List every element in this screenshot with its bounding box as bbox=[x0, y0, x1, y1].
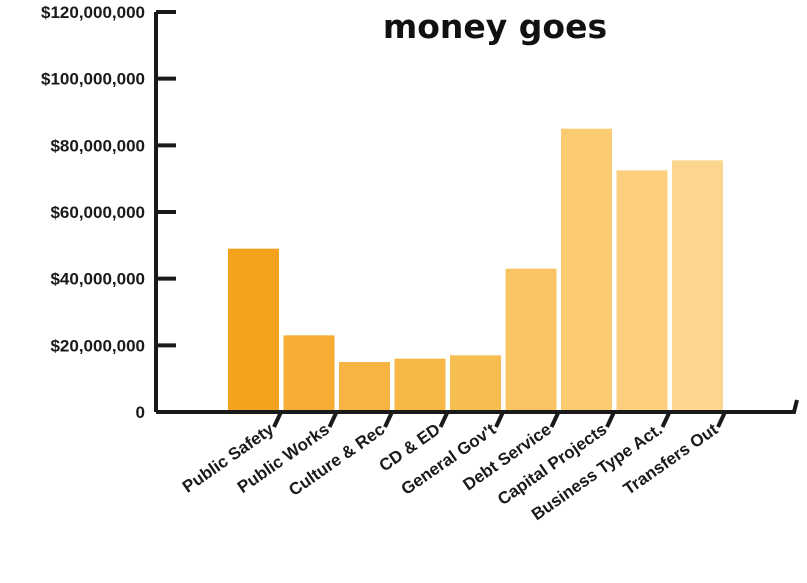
bar bbox=[561, 128, 612, 412]
y-axis: 0 $20,000,000 $40,000,000 $60,000,000 $80,00… bbox=[41, 3, 176, 422]
x-tick bbox=[605, 411, 616, 428]
bar bbox=[283, 335, 335, 412]
x-tick bbox=[383, 411, 394, 428]
y-tick-label: $120,000,000 bbox=[41, 3, 145, 22]
y-tick-label: $60,000,000 bbox=[50, 203, 145, 222]
x-tick bbox=[327, 411, 339, 428]
x-tick-label: Culture & Rec bbox=[285, 420, 388, 500]
bar bbox=[505, 268, 557, 412]
x-tick-label: General Gov't bbox=[398, 420, 500, 499]
x-tick-label: Public Safety bbox=[179, 419, 278, 496]
x-tick bbox=[549, 411, 561, 428]
bar bbox=[339, 362, 390, 412]
x-tick-label: Transfers Out bbox=[620, 420, 722, 499]
bar bbox=[672, 160, 723, 412]
bars-group bbox=[228, 128, 723, 412]
x-tick bbox=[438, 411, 450, 428]
x-tick bbox=[660, 411, 672, 428]
chart-title: money goes bbox=[383, 7, 607, 46]
y-tick-label: $100,000,000 bbox=[41, 70, 145, 89]
x-axis-line bbox=[156, 399, 799, 414]
bar bbox=[616, 170, 668, 412]
y-tick-label: $40,000,000 bbox=[50, 270, 145, 289]
x-tick bbox=[716, 411, 727, 428]
y-tick-label: $80,000,000 bbox=[50, 136, 145, 155]
bar bbox=[450, 355, 501, 412]
y-tick-label: 0 bbox=[136, 403, 145, 422]
y-tick-label: $20,000,000 bbox=[50, 336, 145, 355]
x-tick bbox=[272, 411, 283, 428]
bar bbox=[228, 248, 279, 412]
bar bbox=[394, 358, 446, 412]
x-tick bbox=[494, 411, 505, 428]
